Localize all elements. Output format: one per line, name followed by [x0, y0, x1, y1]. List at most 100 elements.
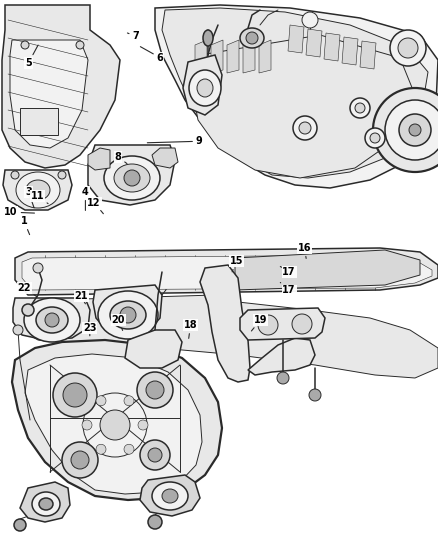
- Ellipse shape: [137, 372, 173, 408]
- Polygon shape: [2, 5, 120, 168]
- Ellipse shape: [152, 482, 188, 510]
- Polygon shape: [324, 33, 340, 61]
- Ellipse shape: [148, 515, 162, 529]
- Text: 23: 23: [83, 323, 96, 336]
- Ellipse shape: [138, 420, 148, 430]
- Ellipse shape: [76, 41, 84, 49]
- Ellipse shape: [14, 519, 26, 531]
- Ellipse shape: [373, 88, 438, 172]
- Text: 6: 6: [141, 47, 163, 62]
- Ellipse shape: [32, 492, 60, 516]
- Ellipse shape: [36, 307, 68, 333]
- Ellipse shape: [365, 128, 385, 148]
- Ellipse shape: [189, 70, 221, 106]
- Polygon shape: [235, 250, 420, 290]
- Polygon shape: [259, 40, 271, 73]
- Polygon shape: [195, 40, 207, 73]
- Ellipse shape: [45, 313, 59, 327]
- Polygon shape: [155, 5, 438, 188]
- Ellipse shape: [26, 180, 50, 200]
- Ellipse shape: [114, 164, 150, 192]
- Polygon shape: [162, 8, 428, 178]
- Ellipse shape: [146, 381, 164, 399]
- Ellipse shape: [96, 395, 106, 406]
- Polygon shape: [10, 40, 88, 148]
- Polygon shape: [20, 295, 438, 378]
- Polygon shape: [227, 40, 239, 73]
- Polygon shape: [20, 482, 70, 522]
- Polygon shape: [93, 285, 162, 338]
- Ellipse shape: [39, 498, 53, 510]
- Text: 19: 19: [251, 315, 267, 331]
- Ellipse shape: [58, 171, 66, 179]
- Polygon shape: [125, 330, 182, 368]
- Text: 15: 15: [230, 256, 243, 272]
- Ellipse shape: [399, 114, 431, 146]
- Polygon shape: [3, 170, 72, 210]
- Text: 11: 11: [31, 191, 48, 204]
- Polygon shape: [183, 55, 222, 115]
- Ellipse shape: [299, 122, 311, 134]
- Polygon shape: [248, 338, 315, 375]
- Polygon shape: [88, 148, 110, 170]
- Polygon shape: [200, 265, 250, 382]
- Text: 12: 12: [88, 198, 103, 214]
- Ellipse shape: [203, 30, 213, 46]
- Ellipse shape: [350, 98, 370, 118]
- Ellipse shape: [16, 172, 60, 208]
- Ellipse shape: [292, 314, 312, 334]
- Ellipse shape: [63, 383, 87, 407]
- Text: 9: 9: [147, 136, 203, 146]
- Ellipse shape: [309, 389, 321, 401]
- Ellipse shape: [302, 12, 318, 28]
- Polygon shape: [240, 308, 325, 340]
- Polygon shape: [20, 108, 58, 135]
- Ellipse shape: [385, 100, 438, 160]
- Text: 3: 3: [25, 187, 34, 208]
- Ellipse shape: [100, 410, 130, 440]
- Text: 5: 5: [25, 45, 38, 68]
- Ellipse shape: [390, 30, 426, 66]
- Text: 16: 16: [298, 243, 311, 259]
- Ellipse shape: [33, 263, 43, 273]
- Ellipse shape: [124, 444, 134, 454]
- Ellipse shape: [110, 301, 146, 329]
- Text: 8: 8: [115, 152, 127, 164]
- Text: 17: 17: [280, 266, 296, 277]
- Polygon shape: [306, 29, 322, 57]
- Polygon shape: [25, 354, 202, 494]
- Ellipse shape: [53, 373, 97, 417]
- Ellipse shape: [71, 451, 89, 469]
- Polygon shape: [12, 340, 222, 500]
- Text: 22: 22: [18, 283, 37, 297]
- Text: 20: 20: [112, 315, 125, 330]
- Ellipse shape: [124, 395, 134, 406]
- Text: 21: 21: [74, 291, 88, 304]
- Polygon shape: [140, 475, 200, 516]
- Ellipse shape: [277, 372, 289, 384]
- Text: 18: 18: [184, 320, 198, 338]
- Ellipse shape: [293, 116, 317, 140]
- Text: 1: 1: [21, 216, 30, 235]
- Polygon shape: [13, 298, 90, 340]
- Polygon shape: [360, 41, 376, 69]
- Polygon shape: [15, 248, 438, 295]
- Ellipse shape: [162, 489, 178, 503]
- Polygon shape: [342, 37, 358, 65]
- Ellipse shape: [21, 41, 29, 49]
- Ellipse shape: [13, 325, 23, 335]
- Ellipse shape: [140, 440, 170, 470]
- Ellipse shape: [62, 442, 98, 478]
- Ellipse shape: [246, 32, 258, 44]
- Polygon shape: [211, 40, 223, 73]
- Ellipse shape: [240, 28, 264, 48]
- Ellipse shape: [355, 103, 365, 113]
- Ellipse shape: [11, 171, 19, 179]
- Ellipse shape: [120, 307, 136, 323]
- Ellipse shape: [197, 79, 213, 97]
- Polygon shape: [88, 145, 175, 205]
- Ellipse shape: [104, 156, 160, 200]
- Text: 17: 17: [280, 282, 296, 295]
- Polygon shape: [243, 40, 255, 73]
- Text: 7: 7: [127, 31, 139, 41]
